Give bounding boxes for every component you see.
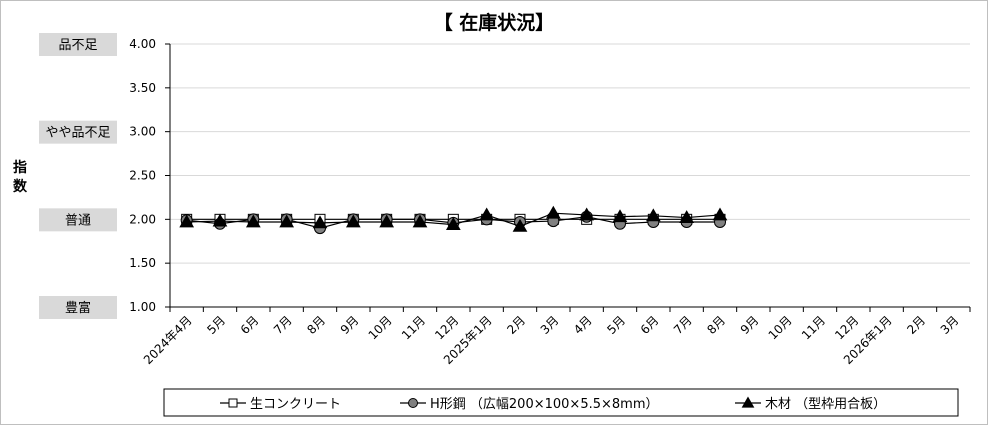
level-label-box	[39, 33, 117, 56]
axes	[169, 44, 970, 308]
point-square	[228, 398, 238, 408]
series	[179, 205, 728, 235]
y-axis-ticks: 1.00 1.50 2.00 2.50 3.00 3.50 4.00	[129, 37, 170, 314]
chart-title: 【 在庫状況】	[434, 11, 555, 34]
level-label: 豊富	[65, 300, 91, 316]
y-tick-label: 1.50	[129, 256, 156, 270]
point-triangle	[245, 214, 261, 228]
point-triangle	[741, 396, 755, 408]
point-triangle	[712, 207, 728, 221]
legend-label: 木材 （型枠用合板）	[765, 397, 886, 412]
point-triangle	[679, 210, 695, 223]
point-triangle	[445, 217, 461, 230]
y-tick-label: 2.00	[129, 212, 156, 226]
y-axis-label-line1: 指	[13, 159, 27, 176]
point-triangle	[279, 214, 295, 228]
legend: 生コンクリート H形鋼 （広幅200×100×5.5×8mm） 木材 （型枠用合板）	[163, 388, 959, 417]
level-label: やや品不足	[45, 126, 110, 141]
point-triangle	[412, 214, 428, 228]
point-triangle	[512, 218, 528, 232]
point-triangle	[612, 209, 628, 223]
level-label: 普通	[65, 213, 91, 228]
point-triangle	[179, 214, 195, 228]
point-triangle	[645, 208, 661, 222]
y-tick-label: 2.50	[129, 169, 156, 183]
legend-label: H形鋼 （広幅200×100×5.5×8mm）	[430, 397, 658, 412]
point-triangle	[545, 205, 561, 219]
point-triangle	[479, 207, 495, 221]
level-label-box	[39, 296, 117, 319]
level-label: 品不足	[58, 38, 97, 53]
level-label-box	[39, 120, 117, 144]
y-tick-label: 3.00	[129, 125, 156, 139]
point-triangle	[212, 213, 228, 227]
y-tick-label: 3.50	[129, 81, 156, 95]
y-axis-label-line2: 数	[13, 178, 28, 195]
y-tick-label: 4.00	[129, 37, 156, 51]
point-circle	[408, 398, 418, 408]
point-triangle	[312, 215, 328, 229]
y-tick-label: 1.00	[129, 300, 156, 314]
legend-box	[163, 388, 959, 417]
point-triangle	[579, 207, 595, 221]
series-group	[179, 205, 728, 232]
point-triangle	[345, 214, 361, 228]
level-label-box	[39, 208, 117, 232]
point-triangle	[379, 214, 395, 228]
legend-label: 生コンクリート	[250, 397, 341, 412]
